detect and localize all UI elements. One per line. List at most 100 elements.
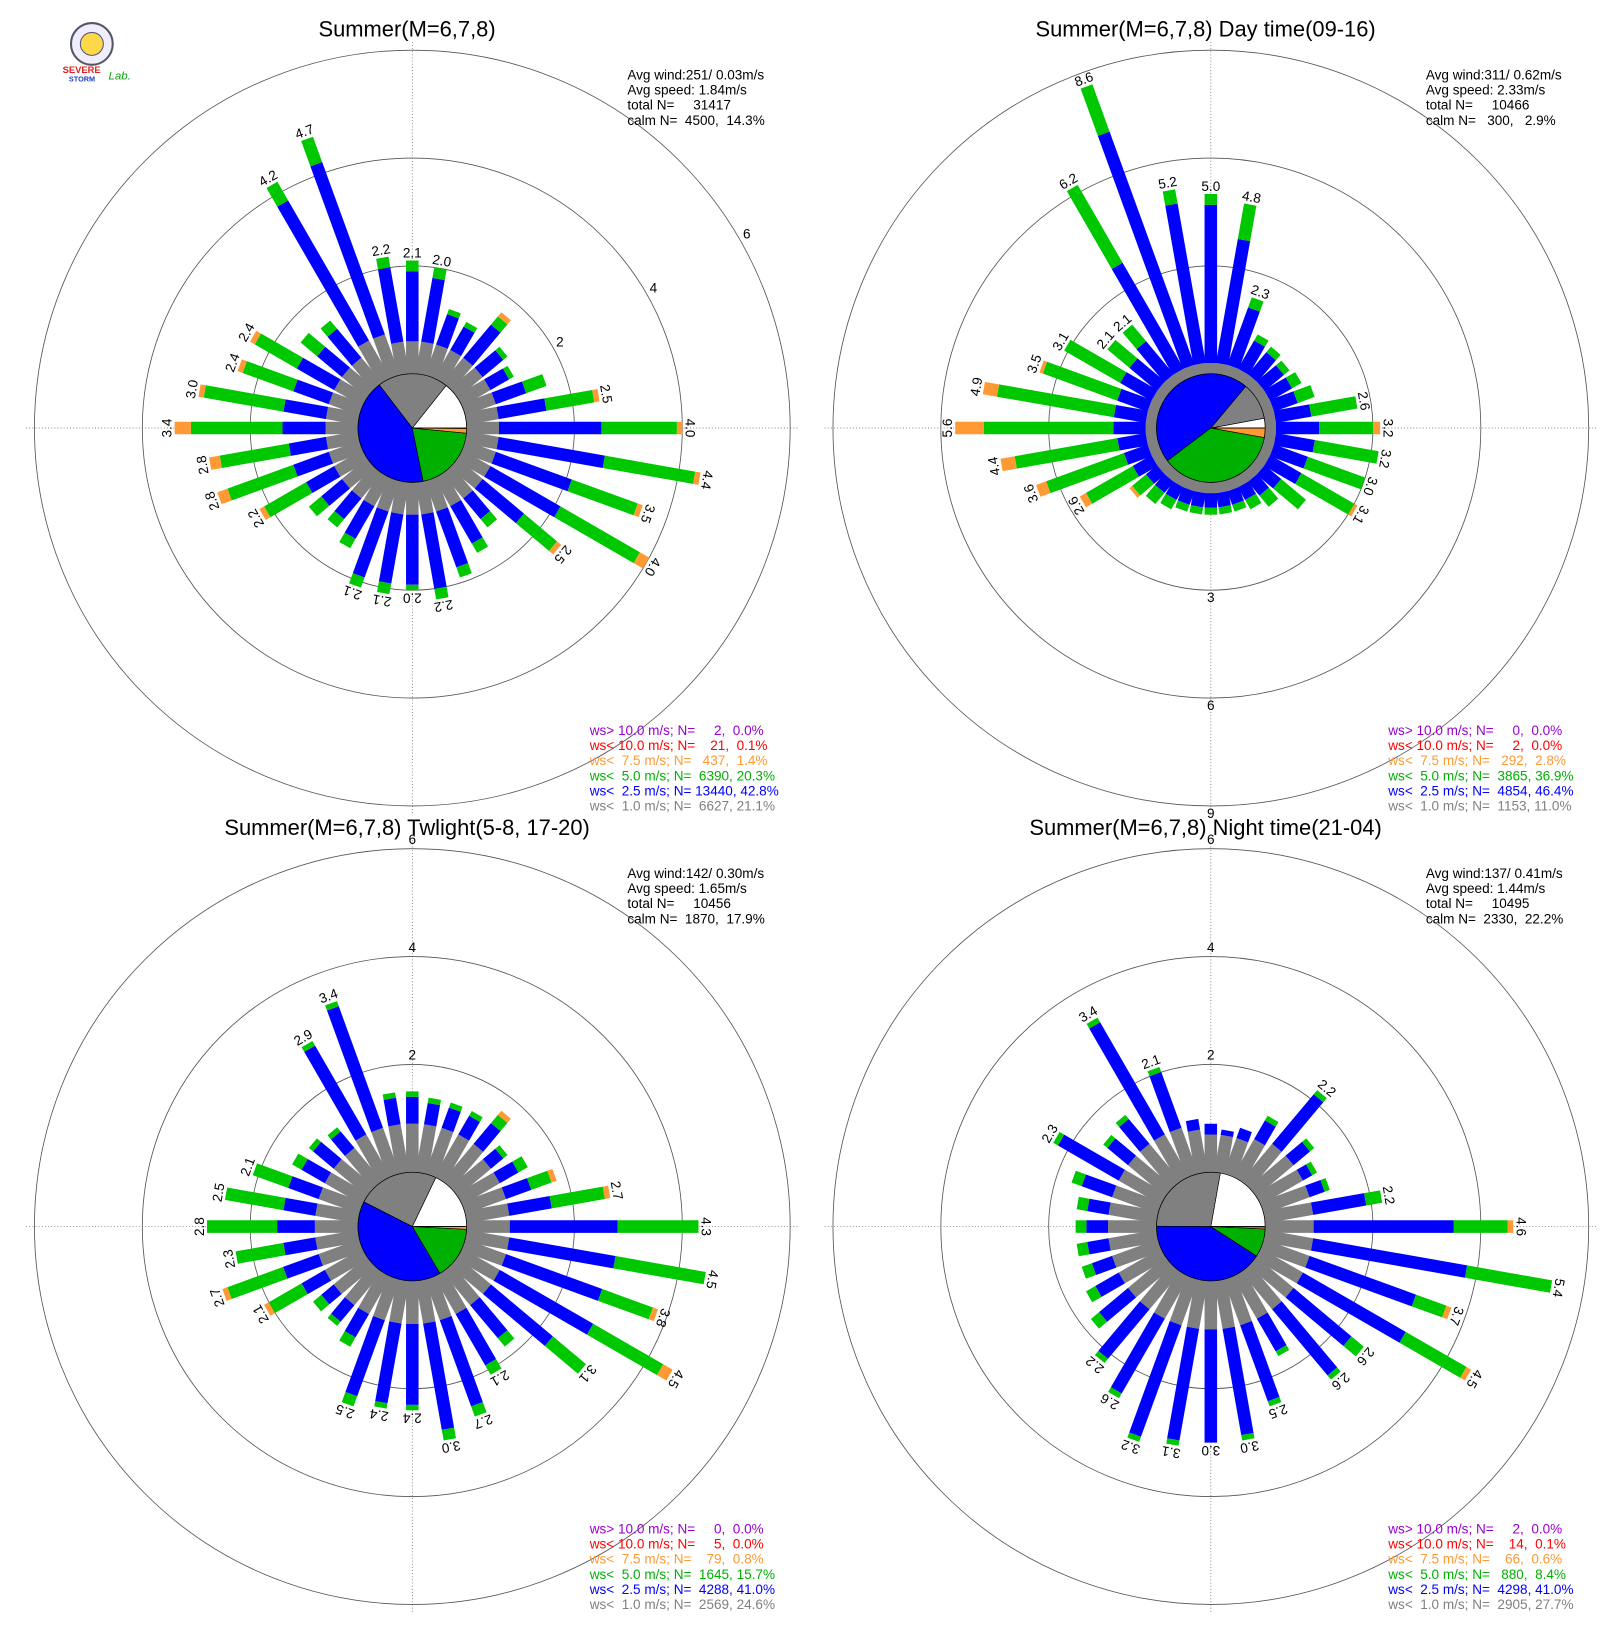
bar-segment	[373, 1275, 400, 1321]
bar-segment	[376, 476, 400, 512]
wind-rose: 3695.04.82.32.63.23.23.03.12.63.64.45.64…	[824, 17, 1598, 821]
bar-segment	[1453, 1220, 1508, 1233]
bar-segment	[1285, 1287, 1352, 1346]
ring-label: 4	[1207, 940, 1215, 955]
bar-segment	[474, 350, 504, 378]
bar-segment	[1215, 491, 1231, 508]
bar-segment	[308, 1138, 322, 1152]
stat-line: Avg wind:142/ 0.30m/s	[627, 866, 764, 881]
ring-label: 4	[650, 280, 658, 295]
bar-label: 2.8	[202, 489, 223, 512]
bar-segment	[441, 1107, 461, 1133]
bar-segment	[327, 1313, 341, 1326]
bar-segment	[374, 1401, 388, 1409]
bar-segment	[1112, 1239, 1162, 1268]
bar-segment	[1185, 1118, 1201, 1132]
bar-segment	[406, 341, 419, 374]
bar-segment	[449, 367, 483, 398]
legend-entry: ws< 1.0 m/s; N= 2569, 24.6%	[589, 1597, 775, 1612]
bar-segment	[527, 1170, 552, 1190]
bar-segment	[406, 1123, 419, 1173]
bar-segment	[1237, 203, 1257, 242]
grid-ring	[832, 49, 1590, 807]
bar-segment	[1273, 433, 1315, 453]
bar-segment	[1154, 473, 1174, 493]
bar-label: 2.5	[597, 383, 615, 404]
bar-segment	[1254, 1248, 1303, 1284]
bar-segment	[1265, 1220, 1314, 1233]
bar-segment	[1306, 1161, 1318, 1176]
bar-segment	[1145, 421, 1157, 435]
bar-label: 3.1	[1160, 1443, 1181, 1461]
bar-segment	[601, 421, 677, 435]
bar-segment	[436, 314, 459, 349]
bar-segment	[495, 346, 508, 360]
bar-segment	[1319, 421, 1373, 435]
bar-segment	[1095, 1272, 1125, 1297]
bar-segment	[434, 471, 462, 507]
bar-segment	[1263, 1229, 1314, 1251]
bar-segment	[456, 563, 472, 578]
bar-segment	[554, 506, 640, 564]
bar-segment	[219, 443, 291, 468]
bar-segment	[1223, 1275, 1252, 1326]
bar-segment	[1090, 1312, 1108, 1329]
bar-segment	[1222, 1326, 1254, 1436]
bar-label: 3.2	[1376, 448, 1394, 469]
bar-segment	[389, 1278, 410, 1324]
calm-wedge	[357, 1201, 441, 1282]
calm-wedge	[411, 427, 467, 482]
bar-segment	[1177, 487, 1195, 505]
bar-segment	[1117, 433, 1148, 451]
bar-segment	[427, 1097, 442, 1106]
bar-segment	[586, 1323, 664, 1376]
bar-segment	[1081, 1263, 1097, 1279]
bar-segment	[1232, 500, 1247, 512]
bar-segment	[1111, 262, 1184, 375]
bar-label: 2.5	[210, 1182, 228, 1203]
bar-label: 2.6	[1355, 390, 1373, 411]
bar-segment	[383, 1097, 401, 1127]
legend-entry: ws< 10.0 m/s; N= 2, 0.0%	[1387, 738, 1562, 753]
stat-line: Avg speed: 1.44m/s	[1426, 881, 1546, 896]
bar-segment	[1046, 453, 1129, 494]
bar-segment	[1264, 455, 1302, 484]
bar-segment	[996, 384, 1116, 418]
bar-segment	[1110, 1312, 1165, 1394]
bar-segment	[339, 1331, 356, 1347]
bar-segment	[1254, 334, 1269, 347]
bar-segment	[1310, 1238, 1468, 1278]
logo-lab: Lab.	[109, 70, 131, 82]
bar-segment	[1014, 438, 1120, 469]
bar-segment	[423, 1102, 441, 1127]
bar-segment	[266, 181, 289, 207]
bar-label: 2.7	[472, 1411, 495, 1432]
bar-segment	[320, 320, 338, 337]
bar-segment	[463, 490, 491, 520]
bar-segment	[1162, 189, 1178, 206]
bar-segment	[250, 330, 262, 345]
bar-segment	[1303, 456, 1366, 490]
bar-segment	[324, 1172, 369, 1205]
bar-segment	[388, 1124, 410, 1175]
bar-segment	[1266, 346, 1281, 361]
bar-segment	[1248, 1256, 1294, 1298]
bar-segment	[485, 1359, 502, 1375]
stat-line: total N= 10456	[627, 896, 731, 911]
bar-segment	[355, 1134, 391, 1183]
bar-segment	[1118, 1248, 1167, 1284]
bar-segment	[1275, 1345, 1290, 1357]
ring-label: 3	[1207, 590, 1215, 605]
bar-label: 2.1	[237, 1155, 258, 1178]
bar-segment	[1227, 487, 1244, 505]
bar-segment	[1263, 1202, 1314, 1224]
bar-segment	[1305, 1179, 1325, 1198]
calm-wedge	[1210, 1172, 1266, 1227]
bar-segment	[1053, 1131, 1065, 1146]
bar-label: 5.0	[1201, 179, 1220, 194]
bar-segment	[334, 379, 369, 407]
bar-segment	[1066, 184, 1123, 269]
bar-segment	[1075, 1220, 1087, 1233]
bar-segment	[1247, 352, 1276, 383]
